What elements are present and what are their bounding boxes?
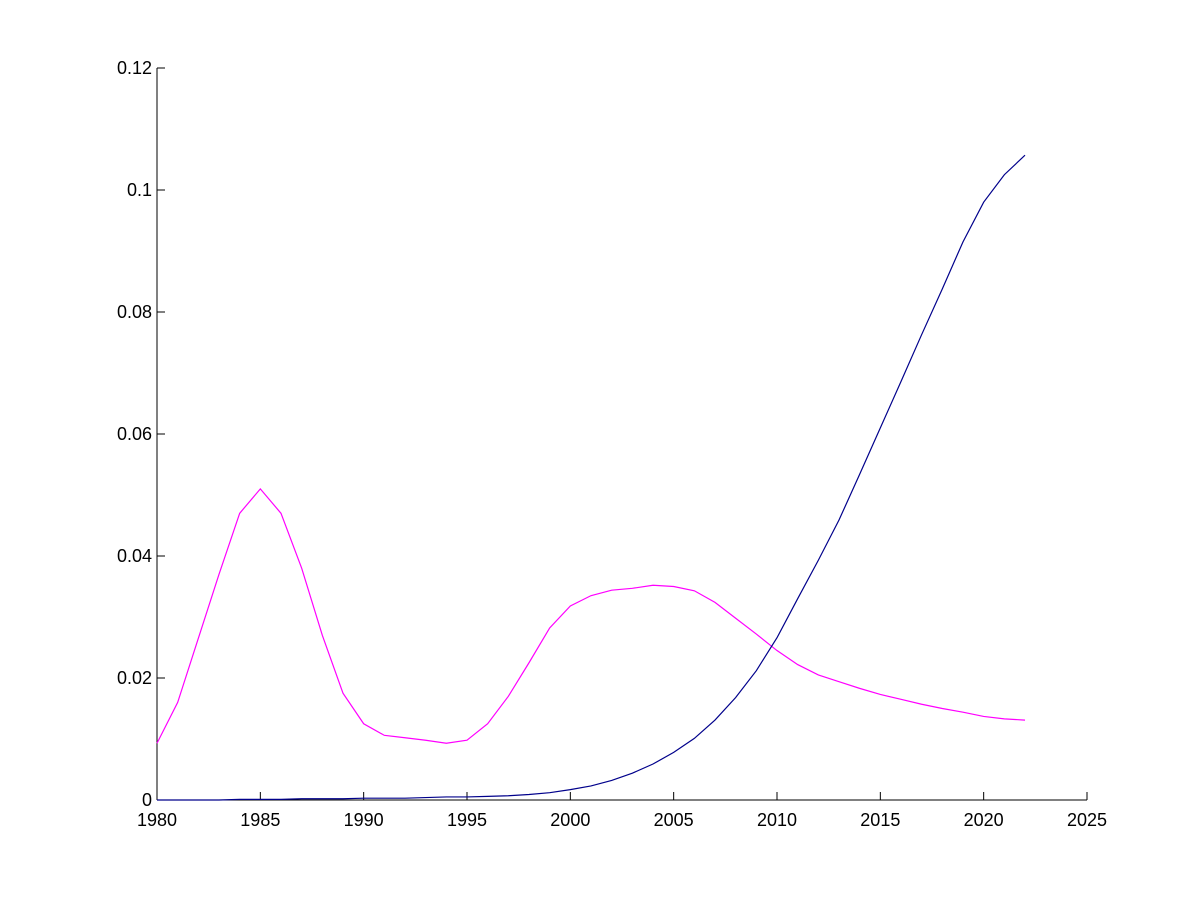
y-tick-label: 0.06 xyxy=(117,424,152,444)
x-tick-label: 1990 xyxy=(344,810,384,830)
y-tick-label: 0.04 xyxy=(117,546,152,566)
x-tick-label: 1980 xyxy=(137,810,177,830)
x-tick-label: 1985 xyxy=(240,810,280,830)
axes: 1980 1985 1990 1995 2000 2005 2010 2015 2020 2025… xyxy=(117,58,1107,830)
y-tick-label: 0.02 xyxy=(117,668,152,688)
x-tick-label: 2025 xyxy=(1067,810,1107,830)
y-tick-label: 0.08 xyxy=(117,302,152,322)
x-tick-label: 2010 xyxy=(757,810,797,830)
series-layer xyxy=(156,154,1026,801)
series-2-line xyxy=(157,154,1026,801)
x-tick-label: 2005 xyxy=(654,810,694,830)
x-tick-label: 2020 xyxy=(964,810,1004,830)
x-tick-label: 2015 xyxy=(860,810,900,830)
x-tick-label: 1995 xyxy=(447,810,487,830)
y-tick-label: 0 xyxy=(142,790,152,810)
y-tick-label: 0.1 xyxy=(127,180,152,200)
x-tick-label: 2000 xyxy=(550,810,590,830)
series-1-line xyxy=(156,487,1026,744)
y-tick-label: 0.12 xyxy=(117,58,152,78)
